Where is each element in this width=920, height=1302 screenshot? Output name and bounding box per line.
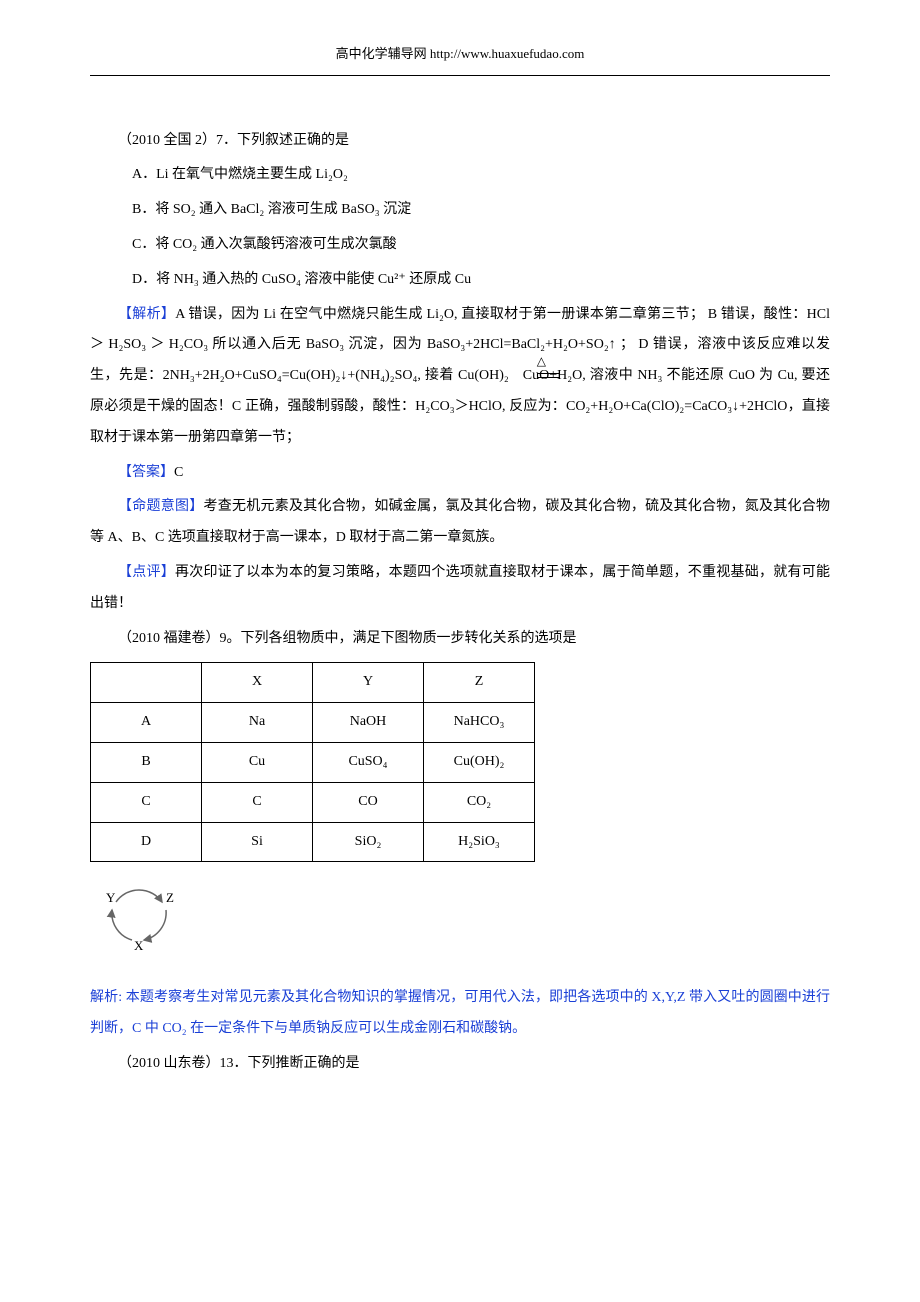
cell: Cu(OH)₂ (424, 742, 535, 782)
cell: Cu (202, 742, 313, 782)
node-z: Z (166, 890, 174, 905)
th-x: X (202, 663, 313, 703)
edge-z-x (144, 910, 166, 940)
cell: CO (313, 782, 424, 822)
cell: C (91, 782, 202, 822)
review-body: 再次印证了以本为本的复习策略，本题四个选项就直接取材于课本，属于简单题，不重视基… (90, 565, 830, 611)
node-x: X (134, 938, 144, 953)
th-blank (91, 663, 202, 703)
q1-intent: 【命题意图】考查无机元素及其化合物，如碱金属，氯及其化合物，碳及其化合物，硫及其… (90, 492, 830, 554)
cell: NaHCO₃ (424, 703, 535, 743)
table-row: A Na NaOH NaHCO₃ (91, 703, 535, 743)
answer-label: 【答案】 (118, 465, 174, 480)
table-body: A Na NaOH NaHCO₃ B Cu CuSO₄ Cu(OH)₂ C C … (91, 703, 535, 862)
cell: B (91, 742, 202, 782)
q1-option-d: D．将 NH₃ 通入热的 CuSO₄ 溶液中能使 Cu²⁺ 还原成 Cu (90, 265, 830, 296)
q2-cycle-diagram: Y Z X (90, 874, 830, 983)
q1-option-b: B．将 SO₂ 通入 BaCl₂ 溶液可生成 BaSO₃ 沉淀 (90, 195, 830, 226)
intent-label: 【命题意图】 (118, 499, 203, 514)
q2-analysis-body: 本题考察考生对常见元素及其化合物知识的掌握情况，可用代入法，即把各选项中的 X,… (90, 990, 830, 1036)
q1-option-a: A．Li 在氧气中燃烧主要生成 Li₂O₂ (90, 160, 830, 191)
cell: A (91, 703, 202, 743)
cell: CO₂ (424, 782, 535, 822)
table-row: B Cu CuSO₄ Cu(OH)₂ (91, 742, 535, 782)
table-row: D Si SiO₂ H₂SiO₃ (91, 822, 535, 862)
th-z: Z (424, 663, 535, 703)
node-y: Y (106, 890, 116, 905)
edge-x-y (112, 910, 132, 940)
q2-source: （2010 福建卷）9。下列各组物质中，满足下图物质一步转化关系的选项是 (90, 624, 830, 655)
edge-y-z (116, 890, 162, 902)
cell: D (91, 822, 202, 862)
page-header: 高中化学辅导网 http://www.huaxuefudao.com (90, 40, 830, 69)
q1-option-c: C．将 CO₂ 通入次氯酸钙溶液可生成次氯酸 (90, 230, 830, 261)
th-y: Y (313, 663, 424, 703)
cell: Na (202, 703, 313, 743)
answer-value: C (174, 465, 183, 480)
q3-source: （2010 山东卷）13．下列推断正确的是 (90, 1049, 830, 1080)
q1-source: （2010 全国 2）7．下列叙述正确的是 (90, 126, 830, 157)
q1-answer: 【答案】C (90, 458, 830, 489)
q2-table: X Y Z A Na NaOH NaHCO₃ B Cu CuSO₄ Cu(OH)… (90, 662, 535, 862)
table-head: X Y Z (91, 663, 535, 703)
header-text: 高中化学辅导网 http://www.huaxuefudao.com (336, 46, 585, 61)
q1-analysis: 【解析】A 错误，因为 Li 在空气中燃烧只能生成 Li₂O, 直接取材于第一册… (90, 300, 830, 454)
cell: H₂SiO₃ (424, 822, 535, 862)
document-page: 高中化学辅导网 http://www.huaxuefudao.com （2010… (0, 0, 920, 1144)
q1-review: 【点评】再次印证了以本为本的复习策略，本题四个选项就直接取材于课本，属于简单题，… (90, 558, 830, 620)
cell: NaOH (313, 703, 424, 743)
cell: CuSO₄ (313, 742, 424, 782)
analysis-label: 【解析】 (118, 307, 175, 322)
heat-symbol: △ (509, 361, 523, 392)
cell: SiO₂ (313, 822, 424, 862)
q2-analysis: 解析: 本题考察考生对常见元素及其化合物知识的掌握情况，可用代入法，即把各选项中… (90, 983, 830, 1045)
review-label: 【点评】 (118, 565, 175, 580)
cell: Si (202, 822, 313, 862)
header-rule (90, 75, 830, 76)
table-header-row: X Y Z (91, 663, 535, 703)
q2-analysis-label: 解析: (90, 990, 122, 1005)
cell: C (202, 782, 313, 822)
cycle-svg: Y Z X (94, 880, 184, 960)
table-row: C C CO CO₂ (91, 782, 535, 822)
